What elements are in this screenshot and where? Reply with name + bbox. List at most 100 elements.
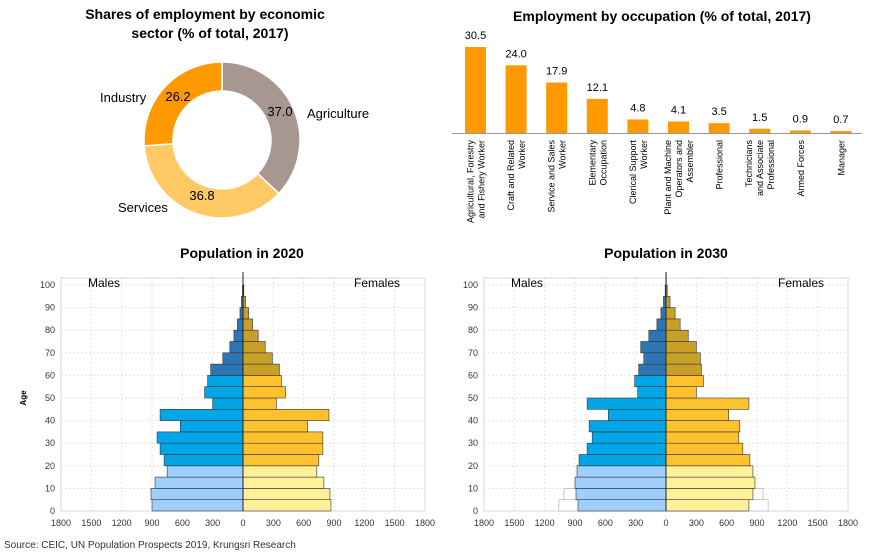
- occupation-category-line: Armed Forces: [796, 140, 806, 197]
- donut-value-agriculture: 37.0: [267, 104, 292, 119]
- pyramid-x-tick-label: 900: [326, 518, 341, 528]
- pyramid-age-tick-label: 50: [468, 393, 478, 403]
- occupation-category-label: Plant and Machine Operators and Assembler: [663, 140, 695, 215]
- pyramid-bar-male: [150, 488, 244, 500]
- pyramid-bar-male: [204, 386, 244, 399]
- pyramid-x-tick-label: 600: [296, 518, 311, 528]
- pyramid-bar-male: [163, 454, 244, 467]
- occupation-category-label: Technicians and Associate Professional: [744, 140, 776, 197]
- pyramid-age-tick-label: 20: [468, 461, 478, 471]
- pyramid-x-tick-label: 1500: [504, 518, 524, 528]
- pyramid-x-tick-label: 300: [689, 518, 704, 528]
- occupation-bar: [749, 128, 771, 133]
- pyramid-2020-title: Population in 2020: [180, 245, 304, 261]
- pyramid-age-axis-label: Age: [19, 390, 28, 406]
- pyramid-bar-female: [665, 363, 702, 376]
- occupation-category-line: Elementary: [587, 140, 597, 186]
- donut-slice-services: [143, 142, 280, 219]
- donut-label-industry: Industry: [100, 90, 147, 105]
- pyramid-bar-female: [242, 431, 324, 444]
- occupation-value-label: 0.9: [793, 113, 808, 125]
- donut-value-industry: 26.2: [165, 89, 190, 104]
- pyramid-bar-female: [242, 409, 330, 421]
- pyramid-bar-male: [640, 341, 667, 354]
- pyramid-bar-female: [242, 318, 253, 331]
- pyramid-bar-female: [242, 499, 332, 512]
- pyramid-bar-female: [242, 341, 266, 354]
- occupation-category-line: Plant and Machine: [663, 140, 673, 215]
- pyramid-bar-female: [665, 307, 676, 320]
- pyramid-bar-male: [151, 499, 244, 512]
- pyramid-bar-female: [665, 476, 756, 489]
- occupation-value-label: 1.5: [752, 112, 767, 124]
- pyramid-x-tick-label: 300: [205, 518, 220, 528]
- occupation-category-line: Assembler: [685, 140, 695, 183]
- pyramid-bar-male: [637, 386, 667, 399]
- pyramid-bar-male: [229, 341, 244, 354]
- pyramid-x-tick-label: 1500: [81, 518, 101, 528]
- pyramid-bar-male: [577, 499, 667, 512]
- occupation-value-label: 0.7: [833, 114, 848, 126]
- occupation-category-line: Operators and: [674, 140, 684, 198]
- pyramid-bar-male: [212, 397, 244, 410]
- pyramid-x-tick-label: 600: [175, 518, 190, 528]
- pyramid-bar-female: [665, 329, 689, 342]
- pyramid-x-tick-label: 1800: [51, 518, 71, 528]
- occupation-category-line: Occupation: [598, 140, 608, 186]
- pyramid-bar-female: [665, 295, 671, 308]
- pyramid-age-tick-label: 80: [468, 325, 478, 335]
- pyramid-age-tick-label: 10: [468, 483, 478, 493]
- pyramid-x-tick-label: 1800: [838, 518, 858, 528]
- pyramid-x-tick-label: 1500: [808, 518, 828, 528]
- pyramid-bar-female: [242, 352, 273, 365]
- occupation-category-line: Agricultural, Forestry: [466, 140, 476, 224]
- occupation-category-label: Elementary Occupation: [587, 140, 608, 186]
- pyramid-bar-male: [575, 488, 667, 500]
- occupation-bar: [830, 131, 852, 133]
- pyramid-bar-female: [665, 397, 750, 410]
- pyramid-bar-female: [242, 488, 331, 500]
- pyramid-bar-male: [643, 352, 667, 365]
- pyramid-age-tick-label: 100: [40, 280, 55, 290]
- occupation-bar-chart: Employment by occupation (% of total, 20…: [452, 8, 862, 224]
- pyramid-x-tick-label: 1200: [535, 518, 555, 528]
- occupation-category-line: Technicians: [744, 140, 754, 188]
- pyramid-bar-female: [242, 465, 318, 478]
- pyramid-bar-female: [242, 397, 277, 410]
- pyramid-bar-female: [665, 409, 729, 421]
- pyramid-x-tick-label: 0: [663, 518, 668, 528]
- pyramid-x-tick-label: 1200: [777, 518, 797, 528]
- pyramid-bar-female: [665, 386, 697, 399]
- pyramid-x-tick-label: 300: [266, 518, 281, 528]
- pyramid-males-label: Males: [511, 276, 543, 290]
- pyramid-bar-female: [665, 352, 701, 365]
- pyramid-bar-male: [586, 397, 667, 410]
- pyramid-bar-male: [574, 476, 667, 489]
- occupation-category-line: and Fishery Worker: [477, 140, 487, 218]
- pyramid-bar-male: [222, 352, 244, 365]
- pyramid-age-tick-label: 0: [473, 506, 478, 516]
- pyramid-x-tick-label: 1800: [415, 518, 435, 528]
- occupation-category-line: Clerical Support: [628, 140, 638, 205]
- pyramid-bar-female: [665, 318, 681, 331]
- pyramid-x-tick-label: 1800: [474, 518, 494, 528]
- pyramid-bar-male: [586, 442, 667, 455]
- occupation-bar: [505, 65, 527, 133]
- occupation-category-line: Manager: [836, 140, 846, 176]
- pyramid-age-tick-label: 20: [45, 461, 55, 471]
- occupation-bar-panel: Employment by occupation (% of total, 20…: [440, 0, 870, 238]
- pyramid-bar-male: [210, 363, 244, 376]
- pyramid-bar-female: [242, 442, 324, 455]
- pyramid-x-tick-label: 1500: [385, 518, 405, 528]
- pyramid-bar-male: [237, 318, 244, 331]
- occupation-category-line: Worker: [639, 140, 649, 169]
- occupation-category-label: Clerical Support Worker: [628, 140, 649, 205]
- pyramid-age-tick-label: 30: [45, 438, 55, 448]
- pyramid-age-tick-label: 80: [45, 325, 55, 335]
- pyramid-age-tick-label: 40: [45, 416, 55, 426]
- donut-slice-agriculture: [221, 61, 301, 195]
- pyramid-age-tick-label: 90: [45, 303, 55, 313]
- pyramid-x-tick-label: 1200: [354, 518, 374, 528]
- occupation-bar: [627, 119, 649, 133]
- pyramid-bar-male: [159, 442, 244, 455]
